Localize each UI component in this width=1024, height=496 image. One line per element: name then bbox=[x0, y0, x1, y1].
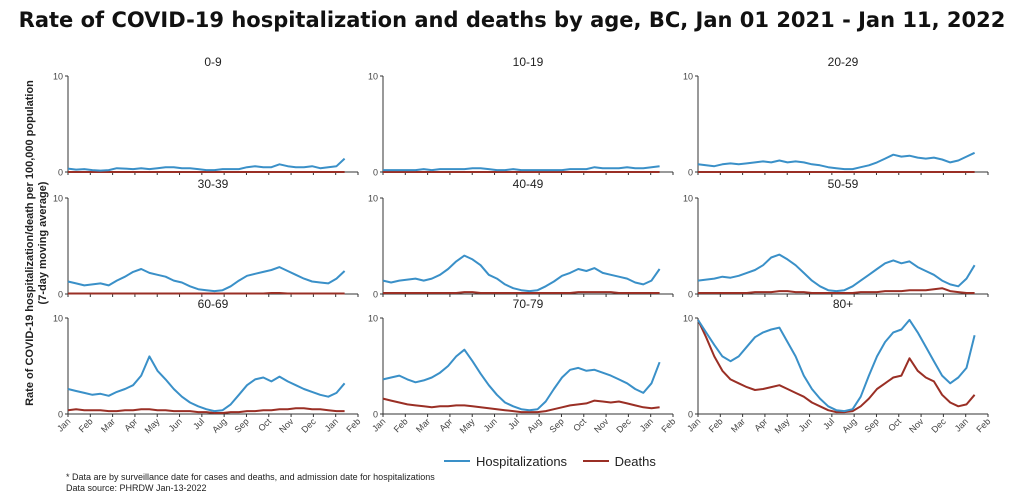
legend-label-hospitalizations: Hospitalizations bbox=[476, 453, 568, 469]
footnote-line-2: Data source: PHRDW Jan-13-2022 bbox=[66, 483, 207, 493]
x-tick-label: Feb bbox=[974, 416, 992, 434]
y-tick-label: 0 bbox=[58, 168, 63, 178]
y-tick-label: 0 bbox=[688, 290, 693, 300]
y-tick-label: 10 bbox=[53, 194, 63, 204]
y-tick-label: 10 bbox=[683, 194, 693, 204]
series-line-hospitalizations bbox=[697, 318, 976, 413]
y-tick-label: 0 bbox=[58, 410, 63, 420]
footnote: * Data are by surveillance date for case… bbox=[66, 472, 435, 494]
x-tick-label: Feb bbox=[707, 416, 725, 434]
y-tick-label: 10 bbox=[53, 72, 63, 82]
y-tick-label: 10 bbox=[683, 314, 693, 324]
legend-label-deaths: Deaths bbox=[614, 453, 656, 469]
x-tick-label: Jan bbox=[638, 416, 655, 433]
series-line-hospitalizations bbox=[383, 165, 660, 172]
series-line-hospitalizations bbox=[67, 266, 346, 293]
y-tick-label: 0 bbox=[373, 168, 378, 178]
x-tick-label: Oct bbox=[571, 416, 588, 433]
x-tick-label: Aug bbox=[525, 416, 543, 434]
x-tick-label: Oct bbox=[256, 416, 273, 433]
chart-title: Rate of COVID-19 hospitalization and dea… bbox=[18, 8, 1006, 32]
legend-swatch-hospitalizations bbox=[444, 460, 470, 462]
y-tick-label: 10 bbox=[53, 314, 63, 324]
series-line-deaths bbox=[382, 397, 660, 414]
panel-title: 10-19 bbox=[513, 55, 544, 69]
legend-swatch-deaths bbox=[582, 460, 609, 462]
x-tick-label: Dec bbox=[929, 416, 948, 435]
x-tick-label: Dec bbox=[614, 416, 633, 435]
x-tick-label: Jul bbox=[506, 416, 521, 431]
x-tick-label: Jun bbox=[167, 416, 184, 433]
panel-title: 70-79 bbox=[513, 297, 544, 311]
y-tick-label: 0 bbox=[373, 290, 378, 300]
series-line-deaths bbox=[383, 291, 660, 294]
y-axis-label-line-2: (7-day moving average) bbox=[37, 181, 49, 304]
legend-item-hospitalizations: Hospitalizations bbox=[444, 454, 567, 469]
x-tick-label: Nov bbox=[592, 416, 611, 435]
series-line-deaths bbox=[698, 287, 975, 294]
panel-title: 50-59 bbox=[828, 177, 859, 191]
series-line-hospitalizations bbox=[382, 348, 661, 412]
x-tick-label: Apr bbox=[122, 416, 139, 433]
y-tick-label: 10 bbox=[368, 72, 378, 82]
series-line-deaths bbox=[67, 407, 345, 414]
x-tick-label: Oct bbox=[886, 416, 903, 433]
x-tick-label: Mar bbox=[729, 416, 747, 434]
panel-title: 20-29 bbox=[828, 55, 859, 69]
x-tick-label: Feb bbox=[77, 416, 95, 434]
y-axis-label-line-1: Rate of COVID-19 hospitalization/death p… bbox=[24, 80, 36, 406]
series-line-hospitalizations bbox=[67, 157, 346, 172]
x-tick-label: Jun bbox=[797, 416, 814, 433]
x-tick-label: Jun bbox=[482, 416, 499, 433]
x-tick-label: Jul bbox=[191, 416, 206, 431]
y-tick-label: 10 bbox=[683, 72, 693, 82]
x-tick-label: Sep bbox=[862, 416, 880, 434]
x-tick-label: Apr bbox=[752, 416, 769, 433]
x-tick-label: Aug bbox=[840, 416, 858, 434]
series-line-hospitalizations bbox=[67, 355, 346, 413]
x-tick-label: Mar bbox=[414, 416, 432, 434]
x-tick-label: Sep bbox=[232, 416, 250, 434]
x-tick-label: May bbox=[773, 416, 792, 435]
panel-title: 40-49 bbox=[513, 177, 544, 191]
footnote-line-1: * Data are by surveillance date for case… bbox=[66, 472, 435, 482]
panel-title: 60-69 bbox=[198, 297, 229, 311]
panel-title: 0-9 bbox=[204, 55, 222, 69]
y-tick-label: 10 bbox=[368, 194, 378, 204]
x-tick-label: Aug bbox=[210, 416, 228, 434]
series-line-hospitalizations bbox=[382, 254, 661, 293]
x-tick-label: Mar bbox=[99, 416, 117, 434]
x-tick-label: Jan bbox=[953, 416, 970, 433]
series-line-hospitalizations bbox=[697, 253, 976, 293]
x-tick-label: Apr bbox=[437, 416, 454, 433]
x-tick-label: May bbox=[458, 416, 477, 435]
series-line-deaths bbox=[68, 292, 345, 295]
x-tick-label: Sep bbox=[547, 416, 565, 434]
legend-item-deaths: Deaths bbox=[582, 453, 656, 469]
x-tick-label: Feb bbox=[344, 416, 362, 434]
y-tick-label: 10 bbox=[368, 314, 378, 324]
y-tick-label: 0 bbox=[688, 168, 693, 178]
series-line-deaths bbox=[697, 319, 976, 414]
panel-title: 30-39 bbox=[198, 177, 229, 191]
x-tick-label: Nov bbox=[277, 416, 296, 435]
panel-title: 80+ bbox=[833, 297, 853, 311]
x-tick-label: Dec bbox=[299, 416, 318, 435]
y-tick-label: 0 bbox=[688, 410, 693, 420]
series-line-hospitalizations bbox=[697, 151, 976, 171]
x-tick-label: Nov bbox=[907, 416, 926, 435]
y-tick-label: 0 bbox=[58, 290, 63, 300]
legend: Hospitalizations Deaths bbox=[444, 450, 668, 469]
x-tick-label: Jul bbox=[821, 416, 836, 431]
x-tick-label: May bbox=[143, 416, 162, 435]
x-tick-label: Jan bbox=[323, 416, 340, 433]
y-tick-label: 0 bbox=[373, 410, 378, 420]
x-tick-label: Feb bbox=[392, 416, 410, 434]
x-tick-label: Feb bbox=[659, 416, 677, 434]
